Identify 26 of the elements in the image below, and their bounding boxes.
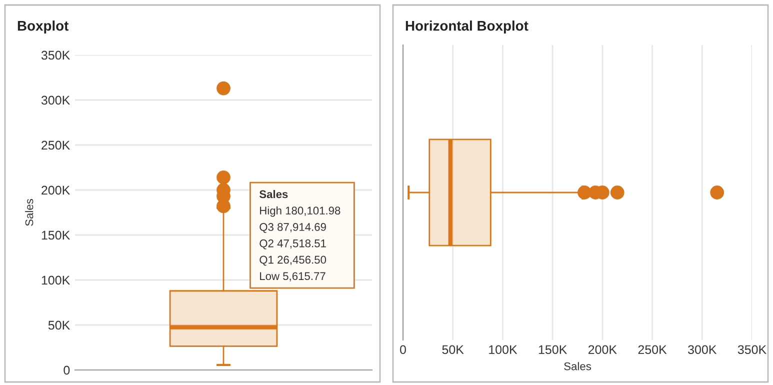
annotation: Q2 47,518.51 xyxy=(260,239,326,250)
annotation: Q1 26,456.50 xyxy=(260,256,326,266)
y-tick-label: 100K xyxy=(42,276,70,285)
annotation: Sales xyxy=(259,190,288,198)
x-tick-label: 150K xyxy=(538,345,568,354)
x-tick-label: 200K xyxy=(588,345,617,354)
annotation: Q3 87,914.69 xyxy=(260,223,326,233)
y-tick-label: 250K xyxy=(42,140,70,150)
annotation: Low 5,615.77 xyxy=(260,272,326,282)
x-tick-label: 100K xyxy=(489,345,518,354)
x-tick-label: 0 xyxy=(400,345,406,354)
x-tick-label: 50K xyxy=(442,345,464,354)
chart-title: Horizontal Boxplot xyxy=(406,20,528,34)
y-tick-label: 50K xyxy=(48,320,70,330)
chart-title: Boxplot xyxy=(18,20,69,34)
y-axis-title: Sales xyxy=(25,199,34,226)
y-tick-label: 350K xyxy=(41,50,70,60)
x-tick-label: 350K xyxy=(738,345,766,354)
x-tick-label: 300K xyxy=(688,345,717,354)
annotation: High 180,101.98 xyxy=(260,206,340,217)
x-tick-label: 250K xyxy=(638,345,667,354)
y-tick-label: 0 xyxy=(64,366,70,375)
y-tick-label: 300K xyxy=(41,96,70,105)
y-tick-label: 150K xyxy=(42,230,70,240)
x-axis-title: Sales xyxy=(564,362,591,370)
y-tick-label: 200K xyxy=(42,186,70,195)
